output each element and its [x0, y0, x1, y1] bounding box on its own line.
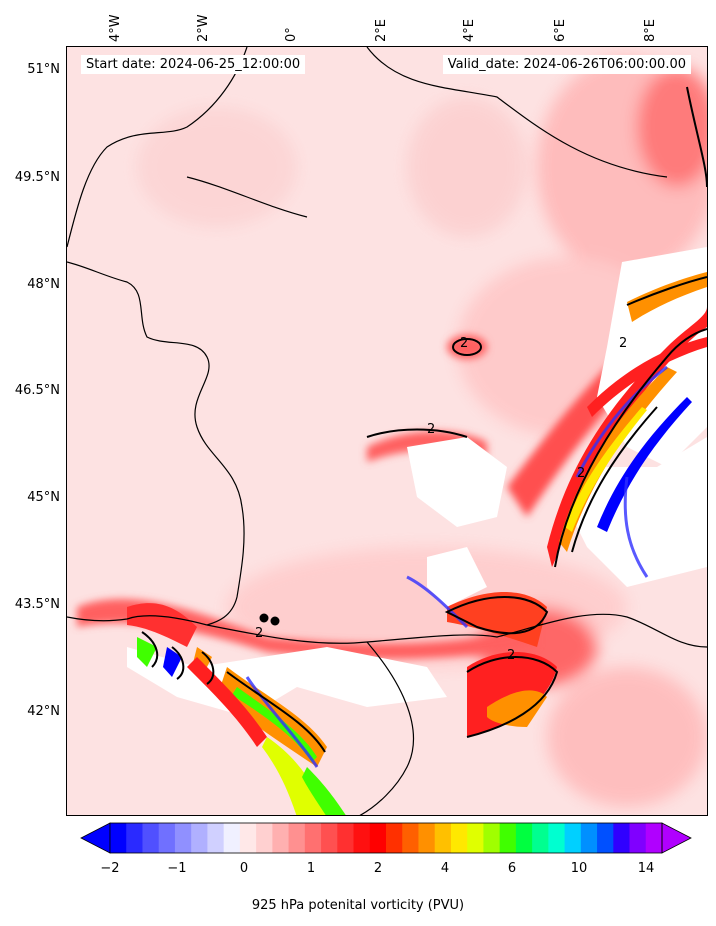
colorbar-segment	[645, 823, 663, 853]
lon-label-8e: 8°E	[643, 19, 658, 42]
contour-label: 2	[619, 336, 627, 351]
colorbar-under-arrow	[80, 822, 111, 854]
colorbar-segment	[174, 823, 192, 853]
lat-label-43-5n: 43.5°N	[14, 597, 60, 612]
colorbar-segment	[483, 823, 501, 853]
colorbar-tick: 1	[306, 861, 316, 876]
lon-label-6e: 6°E	[553, 19, 568, 42]
colorbar-segment	[386, 823, 403, 853]
colorbar-segment	[532, 823, 549, 853]
lat-label-42n: 42°N	[27, 704, 60, 719]
colorbar-segment	[353, 823, 371, 853]
lat-label-49-5n: 49.5°N	[14, 170, 60, 185]
lat-label-51n: 51°N	[27, 62, 60, 77]
colorbar-tick: 0	[239, 861, 249, 876]
colorbar-segment	[321, 823, 338, 853]
lon-label-4e: 4°E	[462, 19, 477, 42]
lat-label-45n: 45°N	[27, 490, 60, 505]
colorbar-segment	[467, 823, 484, 853]
pv-field-graphic: 2 2 2 2 2 2	[67, 47, 707, 815]
colorbar-graphic	[80, 822, 692, 854]
valid-date-label: Valid_date: 2024-06-26T06:00:00.00	[442, 55, 691, 74]
colorbar-segment	[402, 823, 419, 853]
colorbar-title: 925 hPa potenital vorticity (PVU)	[251, 898, 465, 913]
colorbar-tick: 14	[637, 861, 655, 876]
lon-label-2e: 2°E	[374, 19, 389, 42]
colorbar-segment	[256, 823, 273, 853]
colorbar-segment	[288, 823, 306, 853]
lon-label-0: 0°	[284, 27, 299, 42]
contour-label: 2	[255, 626, 263, 641]
contour-label: 2	[460, 336, 468, 351]
colorbar-segment	[337, 823, 355, 853]
colorbar-segment	[450, 823, 468, 853]
colorbar	[80, 822, 692, 860]
colorbar-tick: −1	[167, 861, 187, 876]
colorbar-segment	[207, 823, 225, 853]
colorbar-segment	[499, 823, 517, 853]
colorbar-over-arrow	[661, 822, 692, 854]
colorbar-segment	[434, 823, 452, 853]
lat-label-48n: 48°N	[27, 277, 60, 292]
contour-label: 2	[507, 648, 515, 663]
lat-label-46-5n: 46.5°N	[14, 383, 60, 398]
colorbar-segment	[223, 823, 241, 853]
colorbar-segment	[369, 823, 387, 853]
colorbar-segment	[304, 823, 322, 853]
contour-label: 2	[427, 422, 435, 437]
colorbar-segment	[239, 823, 257, 853]
colorbar-segment	[629, 823, 647, 853]
colorbar-segment	[126, 823, 143, 853]
colorbar-segment	[110, 823, 127, 853]
start-date-label: Start date: 2024-06-25_12:00:00	[81, 55, 306, 74]
colorbar-segment	[580, 823, 598, 853]
lon-label-4w: 4°W	[108, 14, 123, 42]
contour-label: 2	[577, 466, 585, 481]
colorbar-segment	[142, 823, 160, 853]
colorbar-segment	[515, 823, 533, 853]
colorbar-segment	[158, 823, 176, 853]
colorbar-tick: 4	[440, 861, 450, 876]
colorbar-segment	[418, 823, 436, 853]
colorbar-segment	[613, 823, 631, 853]
colorbar-tick: −2	[100, 861, 120, 876]
colorbar-segment	[597, 823, 614, 853]
colorbar-segment	[272, 823, 290, 853]
colorbar-tick: 2	[373, 861, 383, 876]
colorbar-border	[109, 822, 663, 854]
colorbar-segment	[548, 823, 566, 853]
colorbar-tick: 6	[507, 861, 517, 876]
colorbar-segment	[191, 823, 208, 853]
pv-map: 2 2 2 2 2 2 Start date: 2024-06-25_12:00…	[66, 46, 708, 816]
colorbar-tick: 10	[570, 861, 588, 876]
lon-label-2w: 2°W	[196, 14, 211, 42]
colorbar-segment	[564, 823, 582, 853]
